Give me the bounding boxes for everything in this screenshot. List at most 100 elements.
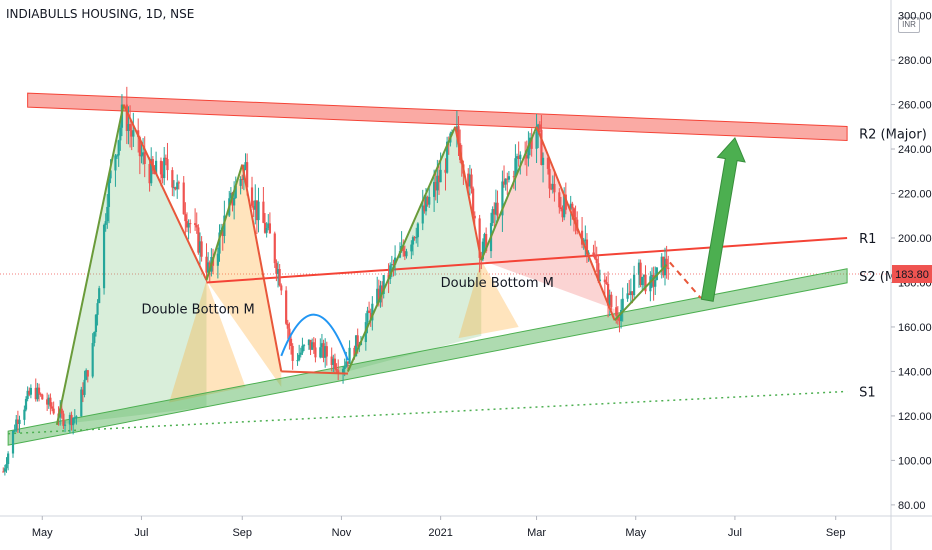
candle-body [218, 232, 221, 254]
candle-body [229, 192, 232, 199]
candle-body [223, 215, 226, 237]
candle-body [207, 262, 210, 273]
candle-body [68, 414, 72, 425]
candle-body [325, 346, 328, 357]
candle-body [626, 293, 629, 299]
candle-body [140, 155, 143, 157]
candle-body [94, 314, 98, 333]
candle-body [540, 129, 543, 165]
candle-body [439, 169, 442, 183]
candle-body [393, 257, 397, 265]
candle-body [278, 269, 281, 286]
currency-badge[interactable]: INR [898, 17, 920, 33]
candle-body [171, 170, 174, 188]
candle-body [512, 176, 515, 178]
x-tick-label: Nov [332, 527, 352, 539]
candle-body [628, 293, 631, 295]
candle-body [41, 394, 44, 400]
candle-body [148, 163, 151, 184]
candle-body [267, 223, 270, 229]
candle-body [660, 256, 663, 268]
candle-body [172, 187, 176, 189]
candle-body [330, 356, 333, 365]
candle-body [216, 253, 219, 266]
candle-body [553, 183, 556, 193]
candle-body [107, 178, 111, 207]
candle-body [23, 409, 26, 420]
candle-body [603, 279, 606, 283]
candle-body [546, 157, 550, 169]
candle-body [239, 178, 242, 186]
candle-body [187, 223, 190, 228]
candle-body [36, 387, 39, 400]
candle-body [322, 343, 325, 358]
x-tick-label: 2021 [428, 527, 452, 539]
band-s2-major- [7, 268, 848, 446]
candle-body [346, 361, 350, 364]
candle-body [80, 389, 83, 417]
candle-body [652, 274, 655, 287]
candle-body [619, 309, 623, 322]
line-label: R1 [859, 232, 876, 247]
candle-body [18, 419, 21, 424]
candle-body [114, 155, 117, 171]
candle-body [467, 173, 470, 187]
pattern-fill-left-3 [169, 280, 246, 403]
candle-body [39, 393, 42, 395]
candle-body [468, 174, 471, 187]
candle-body [515, 156, 519, 159]
candle-body [569, 203, 572, 210]
candle-body [485, 233, 488, 252]
candle-body [332, 358, 335, 365]
candle-body [571, 203, 574, 209]
candle-body [234, 185, 237, 198]
x-tick-label: May [32, 527, 53, 539]
candle-body [413, 237, 416, 239]
candle-body [621, 298, 624, 310]
candle-body [436, 175, 439, 191]
candle-body [138, 137, 141, 157]
candle-body [380, 285, 384, 295]
x-tick-label: Jul [134, 527, 148, 539]
candle-body [195, 224, 198, 228]
pattern-fill-right-1 [347, 126, 482, 372]
candle-body [11, 430, 15, 454]
candle-body [501, 181, 504, 216]
candle-body [311, 342, 314, 350]
candle-body [470, 174, 473, 189]
candle-body [517, 156, 520, 160]
candle-body [24, 398, 28, 410]
candle-body [644, 274, 647, 292]
candle-body [125, 104, 128, 131]
candle-body [356, 335, 359, 347]
candle-body [117, 140, 120, 156]
candle-body [194, 223, 197, 225]
candle-body [433, 181, 436, 197]
candle-body [164, 157, 167, 160]
candle-body [299, 352, 302, 355]
candle-body [348, 347, 351, 364]
candle-body [633, 274, 636, 296]
zig-up-4 [480, 126, 538, 261]
candle-body [502, 181, 506, 185]
candle-body [416, 223, 419, 238]
candle-body [49, 397, 52, 407]
x-axis: May Jul Sep Nov 2021 Mar May Jul Sep [0, 515, 932, 539]
candle-body [428, 196, 431, 205]
zig-down-4 [535, 126, 616, 321]
line-s1 [8, 390, 848, 435]
candle-body [265, 228, 268, 233]
candle-body [98, 288, 101, 304]
candle-body [246, 162, 249, 188]
candle-body [241, 178, 244, 180]
candle-body [109, 170, 112, 179]
candle-body [563, 194, 566, 218]
candle-body [128, 124, 132, 131]
candle-body [150, 159, 153, 184]
y-tick-label: 100.00 [898, 455, 932, 467]
candle-body [86, 370, 89, 377]
pattern-fills [56, 104, 615, 425]
candle-body [60, 408, 63, 414]
candle-body [127, 124, 130, 131]
